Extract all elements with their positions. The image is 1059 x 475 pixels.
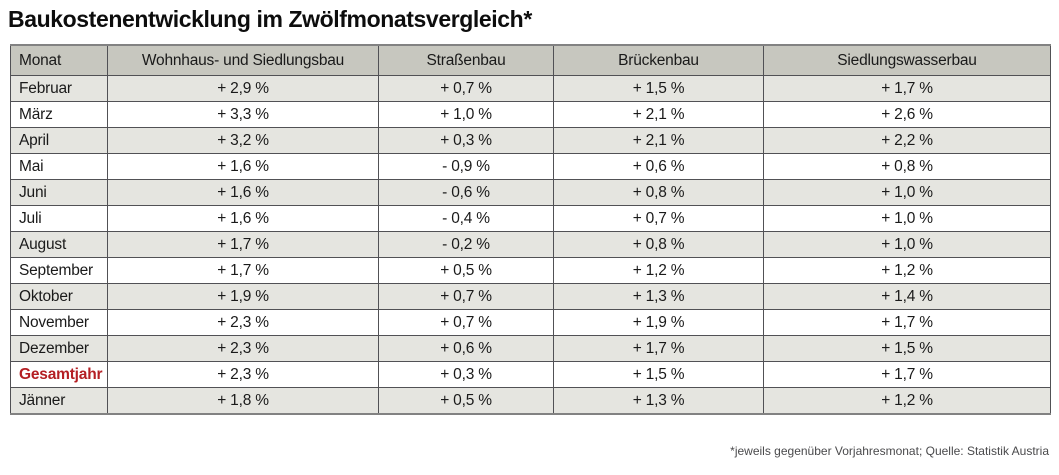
value-cell: + 3,3 % — [107, 101, 379, 128]
value-cell: + 1,9 % — [553, 309, 764, 336]
value-cell: - 0,9 % — [378, 153, 554, 180]
month-cell: März — [10, 101, 108, 128]
value-cell: + 1,5 % — [553, 75, 764, 102]
cost-table: Monat Wohnhaus- und Siedlungsbau Straßen… — [10, 44, 1051, 415]
value-cell: + 0,8 % — [763, 153, 1051, 180]
value-cell: - 0,6 % — [378, 179, 554, 206]
value-cell: + 1,7 % — [763, 309, 1051, 336]
source-note: *jeweils gegenüber Vorjahresmonat; Quell… — [730, 444, 1049, 458]
value-cell: + 0,3 % — [378, 361, 554, 388]
value-cell: + 2,6 % — [763, 101, 1051, 128]
value-cell: + 1,6 % — [107, 179, 379, 206]
value-cell: + 1,4 % — [763, 283, 1051, 310]
value-cell: + 2,1 % — [553, 101, 764, 128]
table-row: Oktober + 1,9 % + 0,7 % + 1,3 % + 1,4 % — [10, 283, 1051, 310]
value-cell: + 0,5 % — [378, 257, 554, 284]
month-cell: Mai — [10, 153, 108, 180]
value-cell: + 0,3 % — [378, 127, 554, 154]
table-row: Jänner + 1,8 % + 0,5 % + 1,3 % + 1,2 % — [10, 387, 1051, 415]
month-cell: September — [10, 257, 108, 284]
value-cell: + 1,7 % — [763, 75, 1051, 102]
table-row: Mai + 1,6 % - 0,9 % + 0,6 % + 0,8 % — [10, 153, 1051, 180]
month-cell: Gesamtjahr — [10, 361, 108, 388]
value-cell: + 2,9 % — [107, 75, 379, 102]
chart-title: Baukostenentwicklung im Zwölfmonatsvergl… — [8, 6, 532, 32]
column-header-monat: Monat — [10, 44, 108, 76]
value-cell: + 1,0 % — [763, 205, 1051, 232]
value-cell: + 1,7 % — [107, 257, 379, 284]
value-cell: + 1,0 % — [763, 231, 1051, 258]
value-cell: + 2,3 % — [107, 361, 379, 388]
table-header: Monat Wohnhaus- und Siedlungsbau Straßen… — [10, 44, 1051, 76]
value-cell: + 2,1 % — [553, 127, 764, 154]
month-cell: November — [10, 309, 108, 336]
value-cell: + 1,9 % — [107, 283, 379, 310]
value-cell: + 2,2 % — [763, 127, 1051, 154]
month-cell: Februar — [10, 75, 108, 102]
column-header-brueckenbau: Brückenbau — [553, 44, 764, 76]
month-cell: Jänner — [10, 387, 108, 415]
month-cell: Dezember — [10, 335, 108, 362]
value-cell: + 1,7 % — [763, 361, 1051, 388]
value-cell: + 0,5 % — [378, 387, 554, 415]
value-cell: + 1,8 % — [107, 387, 379, 415]
value-cell: + 1,2 % — [763, 387, 1051, 415]
value-cell: + 0,7 % — [553, 205, 764, 232]
value-cell: + 1,7 % — [553, 335, 764, 362]
value-cell: + 1,6 % — [107, 205, 379, 232]
column-header-siedlungswasserbau: Siedlungswasserbau — [763, 44, 1051, 76]
value-cell: - 0,4 % — [378, 205, 554, 232]
value-cell: - 0,2 % — [378, 231, 554, 258]
value-cell: + 3,2 % — [107, 127, 379, 154]
value-cell: + 1,3 % — [553, 283, 764, 310]
month-cell: August — [10, 231, 108, 258]
value-cell: + 1,5 % — [763, 335, 1051, 362]
table-row: Gesamtjahr + 2,3 % + 0,3 % + 1,5 % + 1,7… — [10, 361, 1051, 388]
table-row: April + 3,2 % + 0,3 % + 2,1 % + 2,2 % — [10, 127, 1051, 154]
value-cell: + 0,8 % — [553, 179, 764, 206]
value-cell: + 0,7 % — [378, 75, 554, 102]
month-cell: Juli — [10, 205, 108, 232]
value-cell: + 0,7 % — [378, 283, 554, 310]
value-cell: + 1,7 % — [107, 231, 379, 258]
value-cell: + 1,3 % — [553, 387, 764, 415]
value-cell: + 0,6 % — [378, 335, 554, 362]
column-header-strassenbau: Straßenbau — [378, 44, 554, 76]
value-cell: + 1,6 % — [107, 153, 379, 180]
table-row: Juni + 1,6 % - 0,6 % + 0,8 % + 1,0 % — [10, 179, 1051, 206]
value-cell: + 0,6 % — [553, 153, 764, 180]
column-header-wohnhaus-siedlungsbau: Wohnhaus- und Siedlungsbau — [107, 44, 379, 76]
table-row: Februar + 2,9 % + 0,7 % + 1,5 % + 1,7 % — [10, 75, 1051, 102]
value-cell: + 1,0 % — [378, 101, 554, 128]
header-row: Monat Wohnhaus- und Siedlungsbau Straßen… — [10, 44, 1051, 76]
month-cell: Juni — [10, 179, 108, 206]
table-row: November + 2,3 % + 0,7 % + 1,9 % + 1,7 % — [10, 309, 1051, 336]
value-cell: + 0,7 % — [378, 309, 554, 336]
month-cell: Oktober — [10, 283, 108, 310]
value-cell: + 2,3 % — [107, 309, 379, 336]
value-cell: + 1,2 % — [553, 257, 764, 284]
value-cell: + 0,8 % — [553, 231, 764, 258]
table-body: Februar + 2,9 % + 0,7 % + 1,5 % + 1,7 % … — [10, 75, 1051, 415]
value-cell: + 1,0 % — [763, 179, 1051, 206]
value-cell: + 2,3 % — [107, 335, 379, 362]
value-cell: + 1,5 % — [553, 361, 764, 388]
value-cell: + 1,2 % — [763, 257, 1051, 284]
table-row: September + 1,7 % + 0,5 % + 1,2 % + 1,2 … — [10, 257, 1051, 284]
table-row: Dezember + 2,3 % + 0,6 % + 1,7 % + 1,5 % — [10, 335, 1051, 362]
table-row: August + 1,7 % - 0,2 % + 0,8 % + 1,0 % — [10, 231, 1051, 258]
month-cell: April — [10, 127, 108, 154]
table-row: März + 3,3 % + 1,0 % + 2,1 % + 2,6 % — [10, 101, 1051, 128]
table-row: Juli + 1,6 % - 0,4 % + 0,7 % + 1,0 % — [10, 205, 1051, 232]
